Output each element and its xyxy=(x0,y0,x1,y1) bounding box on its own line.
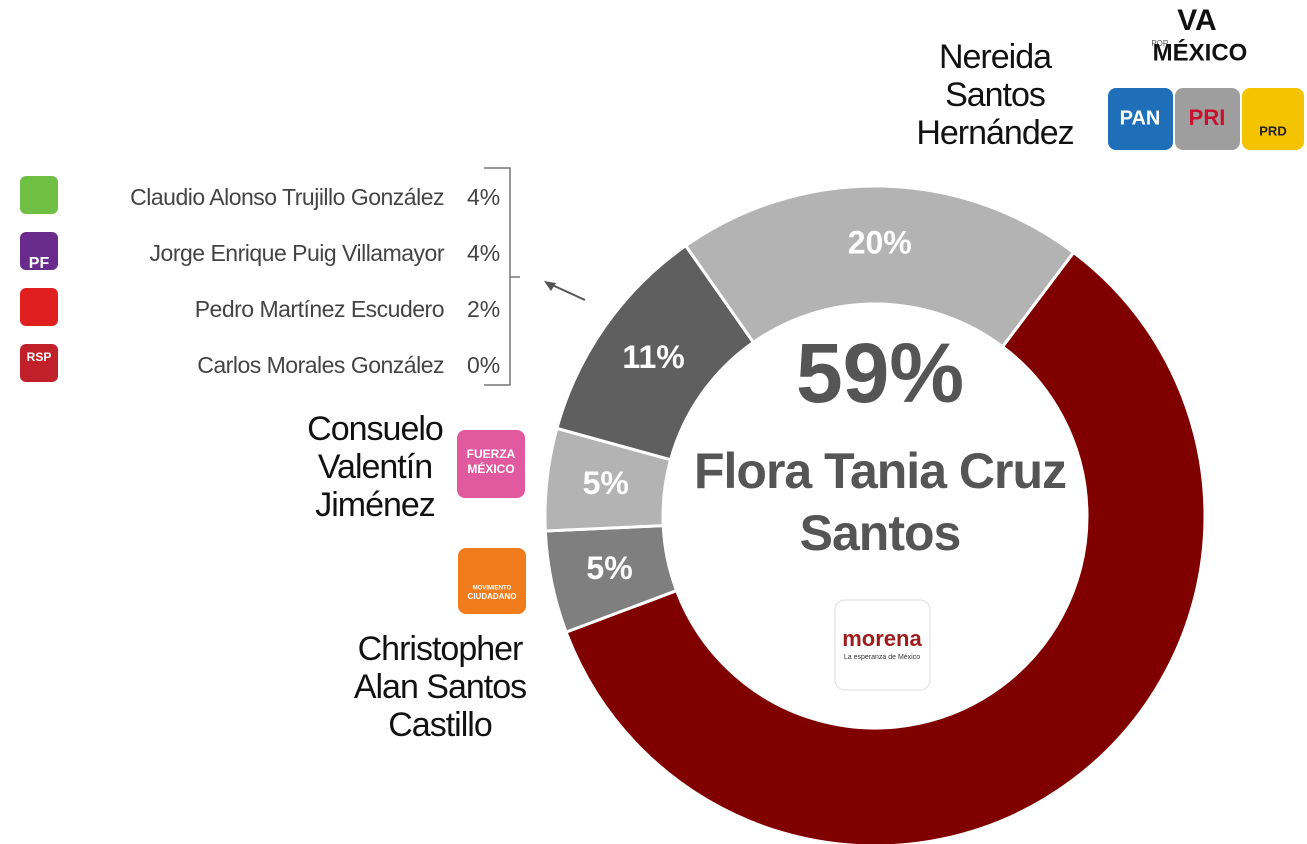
value-label: 5% xyxy=(583,465,629,501)
party-icon xyxy=(20,288,58,326)
logo-text: MÉXICO xyxy=(467,461,514,476)
logo-text: RSP xyxy=(27,350,52,364)
logo-text: PAN xyxy=(1120,107,1161,129)
other-value: 2% xyxy=(467,296,501,322)
other-name: Carlos Morales González xyxy=(197,352,444,378)
other-value: 0% xyxy=(467,352,501,378)
arrow xyxy=(549,283,586,301)
value-label: 20% xyxy=(848,224,912,260)
other-value: 4% xyxy=(467,240,501,266)
arrow-head xyxy=(544,281,556,291)
bracket xyxy=(484,167,520,386)
donut-segment xyxy=(683,184,1076,349)
value-label: 5% xyxy=(586,550,632,586)
other-name: Pedro Martínez Escudero xyxy=(194,296,445,322)
logo-pan xyxy=(1108,88,1173,150)
party-icon xyxy=(20,344,58,382)
logo-text: PRD xyxy=(1259,123,1286,138)
logo-text: MÉXICO xyxy=(1153,38,1248,66)
donut-segment xyxy=(564,250,1207,844)
center-value: 59% xyxy=(796,326,964,420)
logo-mc xyxy=(458,548,526,614)
other-name: Claudio Alonso Trujillo González xyxy=(130,184,444,210)
party-icon xyxy=(20,176,58,214)
logo-prd xyxy=(1242,88,1304,150)
other-name: Jorge Enrique Puig Villamayor xyxy=(149,240,445,266)
candidate-name: Christopher Alan Santos Castillo xyxy=(353,630,527,744)
logo-text: La esperanza de México xyxy=(844,654,920,661)
logo-text: morena xyxy=(842,626,922,651)
other-value: 4% xyxy=(467,184,501,210)
candidate-name: Consuelo Valentín Jiménez xyxy=(307,410,444,524)
logo-text: VA xyxy=(1177,4,1216,37)
candidate-name: Flora Tania Cruz Santos xyxy=(693,443,1067,561)
candidate-name: Nereida Santos Hernández xyxy=(916,38,1074,152)
logo-text: PRI xyxy=(1189,105,1226,130)
party-icon xyxy=(20,232,58,270)
logo-text: MOVIMIENTO xyxy=(473,586,512,592)
logo-text: POR xyxy=(1151,39,1169,48)
logo-text: CIUDADANO xyxy=(468,592,517,601)
logo-pri xyxy=(1175,88,1240,150)
value-label: 11% xyxy=(622,339,684,375)
logo-morena xyxy=(834,599,931,691)
logo-fuerza xyxy=(457,430,525,498)
logo-text: FUERZA xyxy=(467,447,516,461)
logo-text: PF xyxy=(29,255,50,272)
